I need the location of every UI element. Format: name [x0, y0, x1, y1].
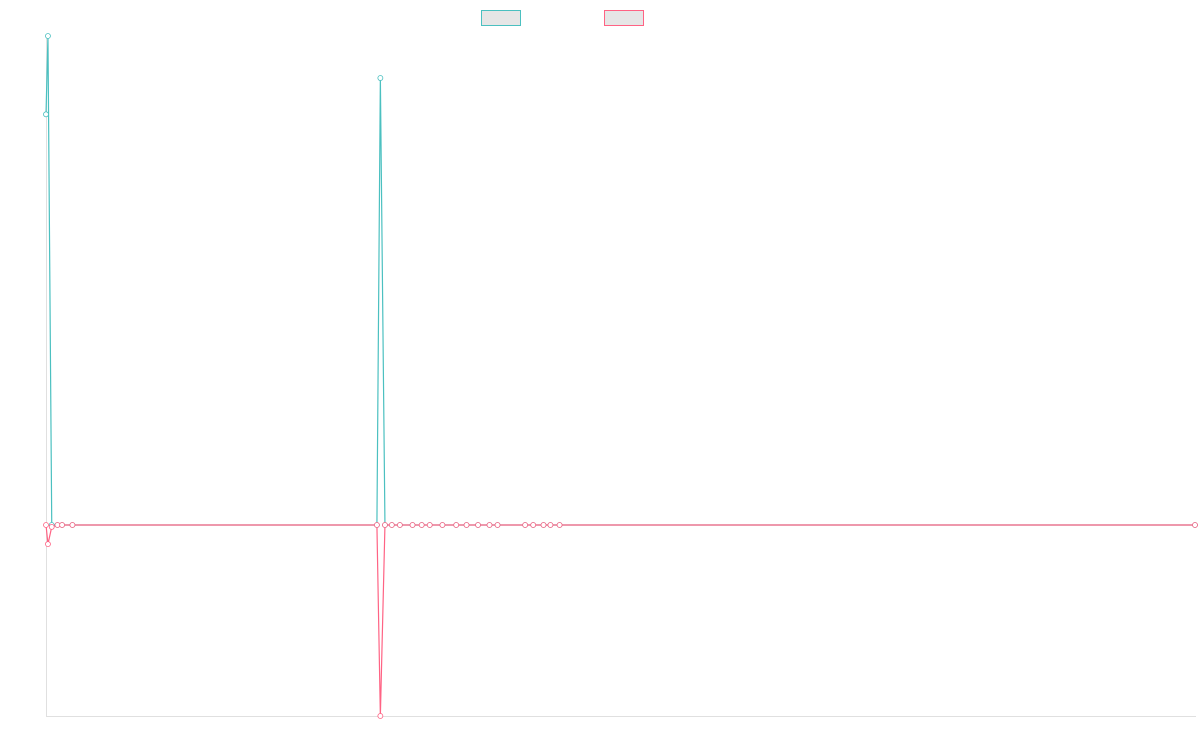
data-point [418, 522, 425, 528]
data-point [48, 523, 55, 530]
data-point [522, 522, 529, 528]
data-point [409, 522, 416, 528]
data-point [43, 111, 49, 118]
data-point [374, 522, 380, 528]
data-point [426, 522, 433, 528]
data-point [530, 522, 537, 528]
data-point [1192, 522, 1198, 528]
data-point [377, 75, 384, 81]
legend-swatch[interactable] [481, 10, 521, 26]
data-point [486, 522, 493, 528]
data-point [388, 522, 395, 528]
data-point [556, 522, 563, 528]
data-point [377, 713, 384, 719]
data-point [475, 522, 481, 528]
data-point [69, 522, 76, 528]
legend-swatch[interactable] [604, 10, 644, 26]
data-point [382, 522, 388, 528]
data-point [463, 522, 470, 528]
data-point [43, 522, 49, 528]
data-point [45, 541, 51, 547]
data-point [453, 522, 460, 528]
data-point [547, 522, 554, 528]
data-point [59, 522, 65, 528]
data-point [540, 522, 547, 528]
series-line [45, 35, 1195, 526]
data-point [396, 522, 403, 528]
series-line [45, 524, 1195, 717]
data-point [45, 33, 51, 39]
data-point [439, 522, 446, 528]
data-point [494, 522, 501, 528]
